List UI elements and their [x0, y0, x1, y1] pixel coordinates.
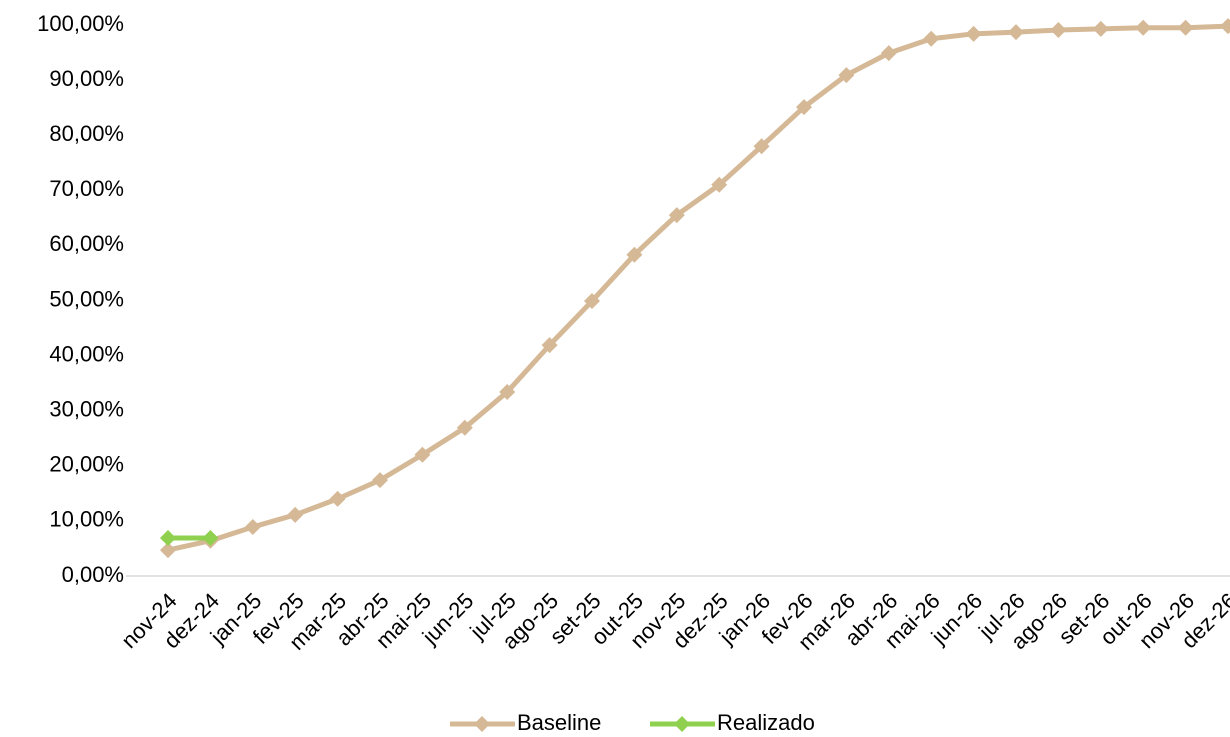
marker: [244, 518, 261, 535]
y-tick-label: 10,00%: [49, 507, 124, 532]
marker: [287, 506, 304, 523]
y-tick-label: 80,00%: [49, 121, 124, 146]
legend-marker: [474, 716, 490, 732]
marker: [1092, 20, 1109, 37]
marker: [880, 45, 897, 62]
marker: [923, 30, 940, 47]
marker: [1177, 19, 1194, 36]
marker: [541, 337, 558, 354]
y-tick-label: 40,00%: [49, 341, 124, 366]
marker: [965, 25, 982, 42]
marker: [372, 472, 388, 489]
marker: [202, 529, 219, 546]
marker: [753, 138, 770, 155]
marker: [796, 99, 812, 116]
y-tick-label: 0,00%: [62, 562, 124, 587]
marker: [160, 542, 176, 559]
legend-label: Baseline: [517, 710, 601, 735]
marker: [584, 293, 600, 310]
legend-marker: [674, 716, 690, 732]
marker: [626, 246, 643, 263]
y-tick-label: 100,00%: [37, 11, 124, 36]
marker: [499, 383, 516, 400]
marker: [329, 490, 346, 507]
marker: [1008, 24, 1024, 41]
legend-label: Realizado: [717, 710, 815, 735]
marker: [838, 67, 855, 84]
y-tick-label: 60,00%: [49, 231, 124, 256]
y-tick-label: 50,00%: [49, 286, 124, 311]
marker: [668, 207, 685, 224]
marker: [1135, 19, 1152, 36]
marker: [1220, 18, 1230, 35]
marker: [456, 419, 473, 436]
marker: [414, 446, 431, 463]
y-tick-label: 30,00%: [49, 397, 124, 422]
y-tick-label: 70,00%: [49, 176, 124, 201]
y-tick-label: 90,00%: [49, 66, 124, 91]
marker: [711, 176, 728, 193]
y-tick-label: 20,00%: [49, 452, 124, 477]
series-line: [167, 23, 1229, 553]
marker: [160, 529, 176, 546]
marker: [1050, 21, 1067, 38]
